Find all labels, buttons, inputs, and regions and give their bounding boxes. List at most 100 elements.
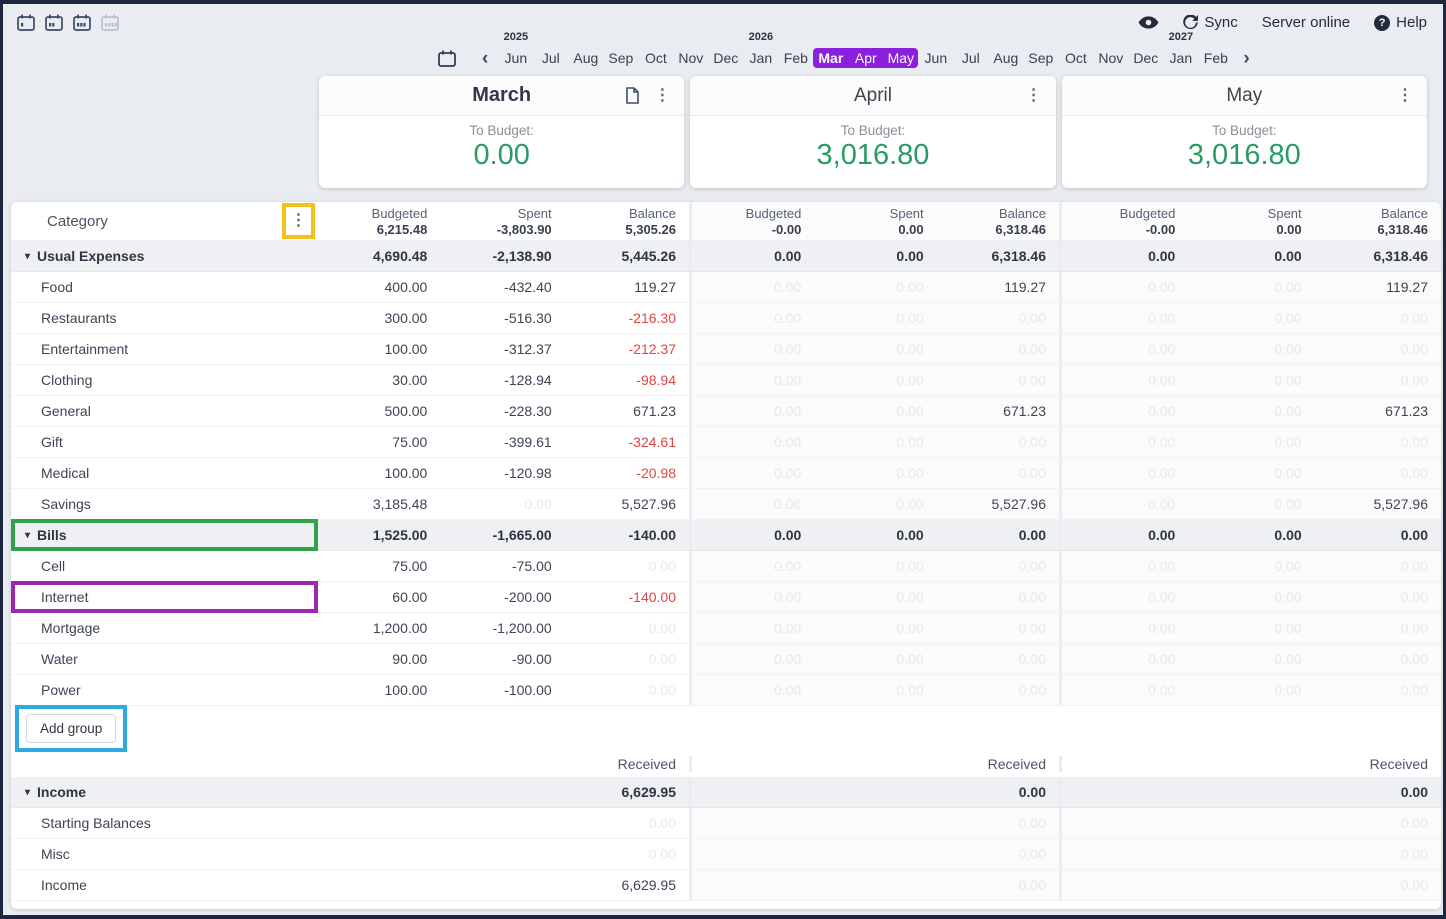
timeline-month-apr[interactable]: Apr	[848, 48, 883, 68]
balance-cell[interactable]: 0.00	[1315, 520, 1441, 550]
timeline-month-mar[interactable]: Mar	[813, 48, 848, 68]
timeline-month-feb[interactable]: Feb	[1198, 48, 1233, 68]
spent-cell[interactable]: -1,200.00	[440, 613, 564, 643]
group-name-income[interactable]: ▾Income	[11, 777, 316, 807]
spent-cell[interactable]: 0.00	[1188, 365, 1314, 395]
budgeted-cell[interactable]: 0.00	[692, 241, 814, 271]
month-menu-icon[interactable]: ⋮	[1026, 88, 1042, 104]
spent-cell[interactable]: -128.94	[440, 365, 564, 395]
budgeted-cell[interactable]: 0.00	[692, 303, 814, 333]
document-icon[interactable]	[625, 87, 640, 104]
balance-cell[interactable]: -140.00	[565, 582, 689, 612]
balance-cell[interactable]: 0.00	[1315, 458, 1441, 488]
to-budget-amount[interactable]: 3,016.80	[1188, 139, 1301, 172]
budgeted-cell[interactable]: 400.00	[316, 272, 440, 302]
balance-cell[interactable]: 0.00	[937, 644, 1059, 674]
category-name-mortgage[interactable]: Mortgage	[11, 613, 316, 643]
spent-cell[interactable]: 0.00	[814, 458, 936, 488]
category-name-entertainment[interactable]: Entertainment	[11, 334, 316, 364]
budgeted-cell[interactable]: 3,185.48	[316, 489, 440, 519]
timeline-month-nov[interactable]: Nov	[673, 48, 708, 68]
received-cell[interactable]: 6,629.95	[316, 870, 689, 900]
spent-cell[interactable]: -516.30	[440, 303, 564, 333]
sync-button[interactable]: Sync	[1183, 14, 1237, 31]
received-cell[interactable]: 0.00	[1062, 839, 1441, 869]
budgeted-cell[interactable]: 0.00	[692, 458, 814, 488]
spent-cell[interactable]: -100.00	[440, 675, 564, 705]
budgeted-cell[interactable]: 75.00	[316, 551, 440, 581]
balance-cell[interactable]: 0.00	[937, 427, 1059, 457]
spent-cell[interactable]: -399.61	[440, 427, 564, 457]
2-month-view-calendar-icon[interactable]	[45, 14, 63, 31]
balance-cell[interactable]: 0.00	[1315, 303, 1441, 333]
category-name-medical[interactable]: Medical	[11, 458, 316, 488]
category-name-misc[interactable]: Misc	[11, 839, 316, 869]
budgeted-cell[interactable]: 0.00	[1062, 551, 1188, 581]
category-name-internet[interactable]: Internet	[11, 582, 316, 612]
timeline-month-aug[interactable]: Aug	[988, 48, 1023, 68]
timeline-month-jun[interactable]: Jun2025	[498, 48, 533, 68]
timeline-month-jan[interactable]: Jan2026	[743, 48, 778, 68]
3-month-view-calendar-icon[interactable]	[73, 14, 91, 31]
balance-cell[interactable]: 0.00	[1315, 551, 1441, 581]
budgeted-cell[interactable]: 500.00	[316, 396, 440, 426]
budgeted-cell[interactable]: 0.00	[1062, 644, 1188, 674]
received-cell[interactable]: 0.00	[692, 870, 1059, 900]
month-menu-icon[interactable]: ⋮	[654, 88, 670, 104]
timeline-month-jan[interactable]: Jan2027	[1163, 48, 1198, 68]
spent-cell[interactable]: 0.00	[1188, 489, 1314, 519]
balance-cell[interactable]: 5,527.96	[565, 489, 689, 519]
balance-cell[interactable]: 671.23	[565, 396, 689, 426]
received-cell[interactable]: 0.00	[692, 808, 1059, 838]
timeline-month-dec[interactable]: Dec	[708, 48, 743, 68]
spent-cell[interactable]: 0.00	[1188, 613, 1314, 643]
spent-cell[interactable]: 0.00	[1188, 427, 1314, 457]
received-cell[interactable]: 6,629.95	[316, 777, 689, 807]
spent-cell[interactable]: 0.00	[814, 551, 936, 581]
category-name-clothing[interactable]: Clothing	[11, 365, 316, 395]
balance-cell[interactable]: 0.00	[937, 582, 1059, 612]
balance-cell[interactable]: -324.61	[565, 427, 689, 457]
spent-cell[interactable]: 0.00	[814, 396, 936, 426]
balance-cell[interactable]: 0.00	[937, 551, 1059, 581]
balance-cell[interactable]: 0.00	[937, 675, 1059, 705]
balance-cell[interactable]: 0.00	[565, 644, 689, 674]
received-cell[interactable]: 0.00	[1062, 870, 1441, 900]
budgeted-cell[interactable]: 90.00	[316, 644, 440, 674]
spent-cell[interactable]: 0.00	[1188, 272, 1314, 302]
spent-cell[interactable]: 0.00	[1188, 396, 1314, 426]
budgeted-cell[interactable]: 0.00	[1062, 613, 1188, 643]
spent-cell[interactable]: -75.00	[440, 551, 564, 581]
help-button[interactable]: ? Help	[1374, 14, 1427, 31]
budgeted-cell[interactable]: 0.00	[692, 272, 814, 302]
timeline-month-feb[interactable]: Feb	[778, 48, 813, 68]
balance-cell[interactable]: 671.23	[1315, 396, 1441, 426]
spent-cell[interactable]: 0.00	[814, 613, 936, 643]
spent-cell[interactable]: -2,138.90	[440, 241, 564, 271]
spent-cell[interactable]: 0.00	[814, 427, 936, 457]
spent-cell[interactable]: -1,665.00	[440, 520, 564, 550]
balance-cell[interactable]: 5,445.26	[565, 241, 689, 271]
timeline-month-jun[interactable]: Jun	[918, 48, 953, 68]
1-month-view-calendar-icon[interactable]	[17, 14, 35, 31]
category-name-water[interactable]: Water	[11, 644, 316, 674]
balance-cell[interactable]: 0.00	[937, 458, 1059, 488]
balance-cell[interactable]: 0.00	[937, 613, 1059, 643]
budgeted-cell[interactable]: 100.00	[316, 458, 440, 488]
timeline-month-sep[interactable]: Sep	[1023, 48, 1058, 68]
budgeted-cell[interactable]: 300.00	[316, 303, 440, 333]
balance-cell[interactable]: 0.00	[565, 551, 689, 581]
balance-cell[interactable]: 0.00	[1315, 613, 1441, 643]
balance-cell[interactable]: 0.00	[937, 334, 1059, 364]
received-cell[interactable]: 0.00	[1062, 808, 1441, 838]
category-name-income[interactable]: Income	[11, 870, 316, 900]
balance-cell[interactable]: 0.00	[1315, 427, 1441, 457]
budgeted-cell[interactable]: 0.00	[692, 520, 814, 550]
balance-cell[interactable]: 0.00	[937, 365, 1059, 395]
timeline-month-jul[interactable]: Jul	[953, 48, 988, 68]
balance-cell[interactable]: 0.00	[1315, 365, 1441, 395]
budgeted-cell[interactable]: 100.00	[316, 334, 440, 364]
budgeted-cell[interactable]: 0.00	[692, 427, 814, 457]
balance-cell[interactable]: 5,527.96	[937, 489, 1059, 519]
received-cell[interactable]: 0.00	[316, 808, 689, 838]
